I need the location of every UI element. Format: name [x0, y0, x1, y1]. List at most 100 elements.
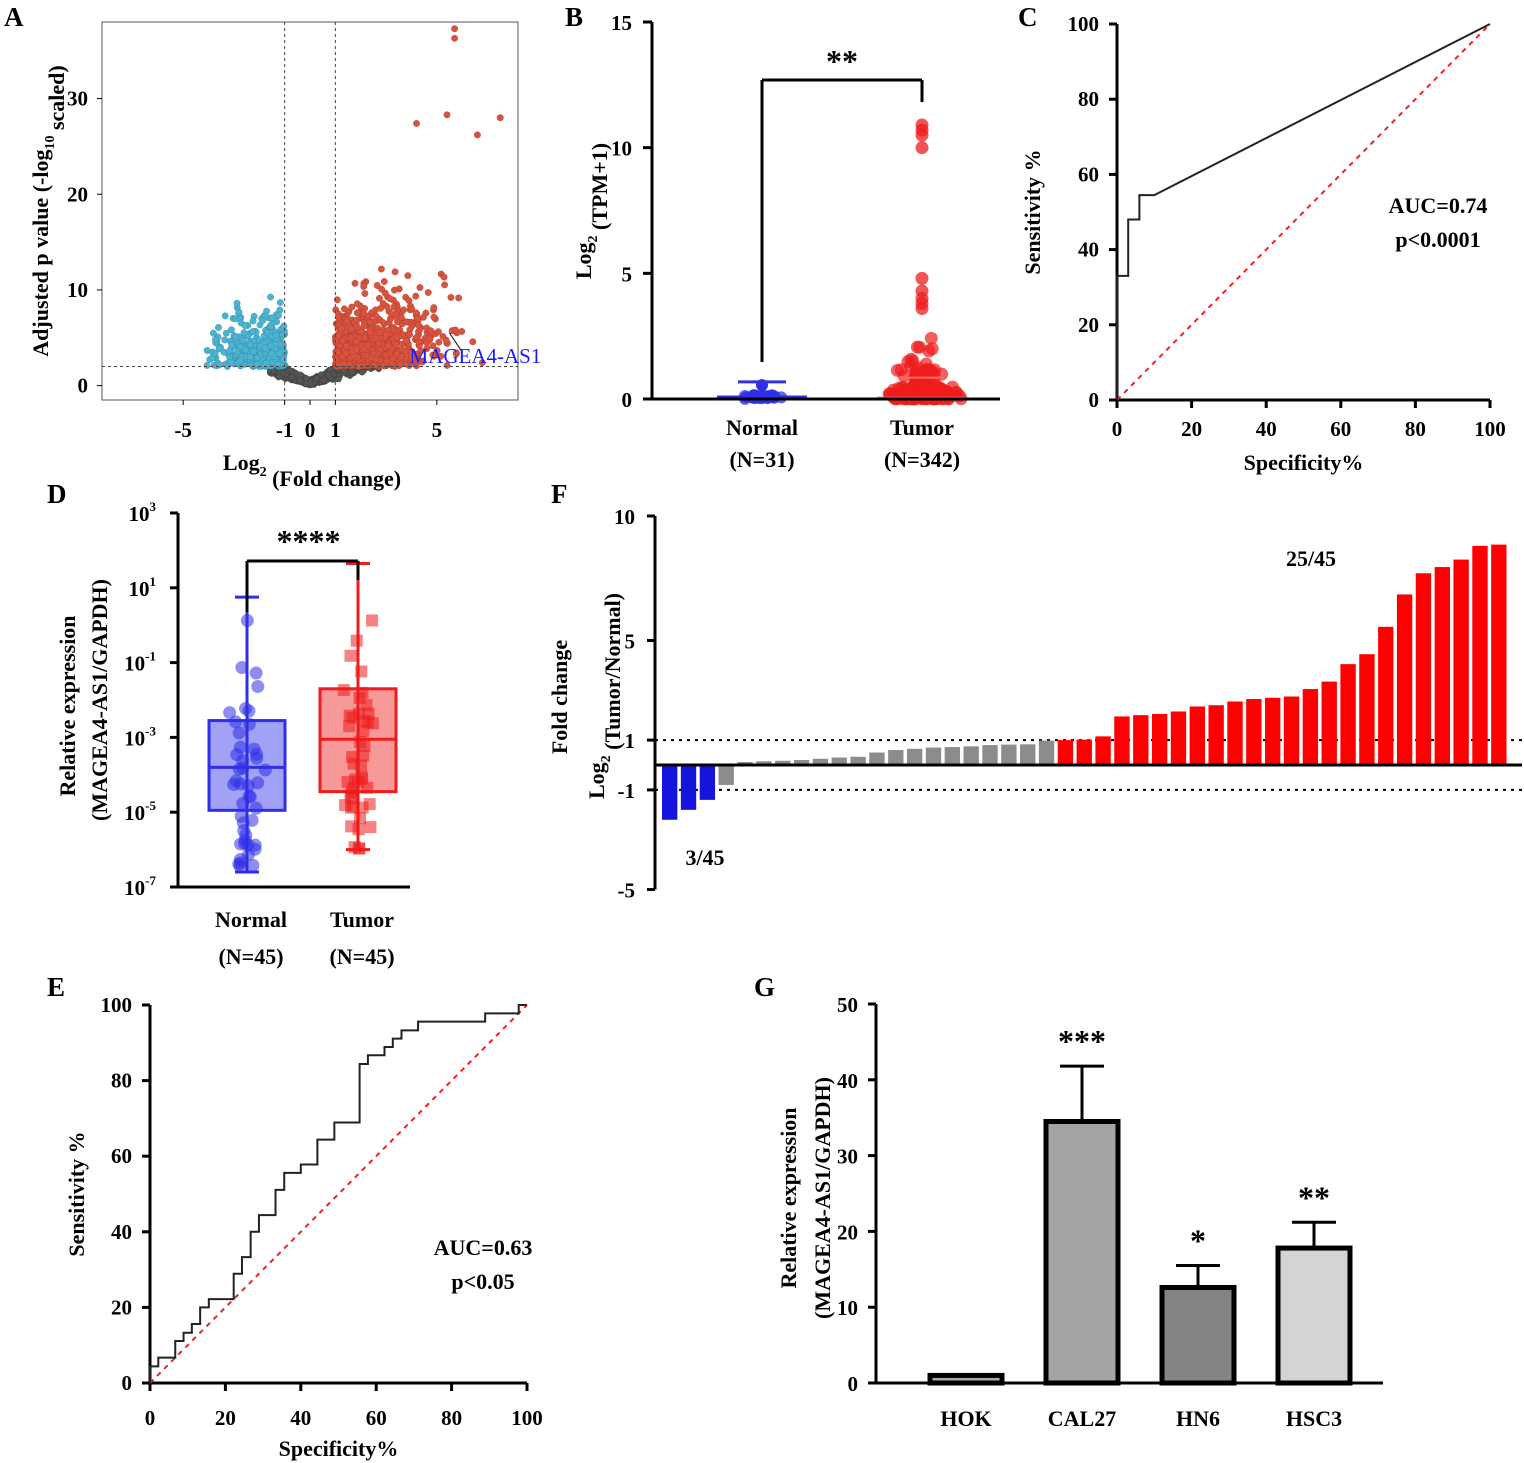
waterfall-bar — [1133, 715, 1149, 765]
waterfall-bar — [831, 757, 847, 765]
volcano-point-down — [232, 333, 239, 341]
volcano-point-up — [372, 312, 380, 320]
waterfall-bar — [1265, 697, 1281, 765]
volcano-point-ns — [325, 372, 332, 379]
y-tick-label: 1 — [625, 729, 636, 753]
y-axis-label-line2: (MAGEA4-AS1/GAPDH) — [87, 579, 112, 821]
down-count-label: 3/45 — [685, 845, 724, 870]
volcano-point-up — [338, 325, 346, 332]
y-tick-label: 15 — [611, 11, 632, 35]
volcano-point-down — [279, 356, 287, 364]
volcano-point-up — [386, 315, 394, 323]
category-n-label: (N=45) — [218, 944, 283, 969]
volcano-point-up — [332, 356, 340, 363]
waterfall-bar — [1283, 696, 1300, 765]
volcano-point-ns — [275, 374, 282, 381]
text-span: -1 — [145, 649, 156, 664]
volcano-point-down — [233, 299, 241, 307]
volcano-point-up — [376, 294, 383, 302]
tumor-point — [364, 821, 377, 834]
text-span: scaled) — [44, 65, 69, 135]
waterfall-bar — [680, 765, 697, 810]
waterfall-bar — [1208, 705, 1224, 765]
waterfall-bar — [944, 747, 961, 765]
volcano-point-up — [478, 359, 486, 367]
panel-letter: D — [47, 479, 67, 509]
volcano-point-up — [397, 360, 405, 368]
text-span: (Tumor/Normal) — [600, 593, 625, 755]
category-label: Normal — [215, 907, 287, 932]
normal-point — [232, 762, 246, 776]
tumor-point — [356, 772, 369, 785]
tumor-point — [366, 717, 379, 730]
volcano-point-down — [216, 361, 223, 369]
volcano-point-up — [451, 25, 458, 33]
waterfall-bar — [1227, 701, 1243, 765]
normal-point — [251, 680, 265, 694]
waterfall-bar — [869, 752, 885, 765]
waterfall-bar — [1095, 736, 1111, 765]
volcano-point-ns — [313, 375, 320, 382]
normal-point — [242, 717, 256, 731]
significance-label: ** — [1298, 1179, 1330, 1215]
significance-label: * — [1190, 1223, 1206, 1259]
volcano-point-up — [392, 341, 400, 349]
p-value-label: p<0.05 — [451, 1269, 514, 1294]
tumor-point — [924, 331, 938, 345]
tumor-point — [925, 342, 939, 356]
tumor-point — [915, 128, 929, 142]
waterfall-bar — [1057, 740, 1074, 765]
text-span: 10 — [124, 726, 145, 750]
waterfall-bar — [699, 765, 716, 800]
volcano-point-up — [412, 292, 420, 300]
text-span: 2 — [586, 235, 601, 242]
x-tick-label: 40 — [290, 1406, 311, 1430]
y-tick-label: 80 — [1078, 87, 1099, 111]
volcano-point-down — [242, 346, 249, 354]
y-tick-label: -5 — [618, 879, 636, 903]
y-tick-label: 60 — [1078, 162, 1099, 186]
volcano-point-up — [424, 289, 432, 296]
normal-point — [232, 857, 246, 871]
volcano-point-up — [440, 273, 448, 281]
text-span: 10 — [129, 502, 150, 526]
tumor-point — [915, 271, 929, 285]
tumor-point — [358, 740, 371, 753]
volcano-point-up — [343, 317, 351, 324]
volcano-point-ns — [303, 375, 310, 382]
volcano-point-up — [387, 310, 395, 317]
text-span: Adjusted p value (-log — [28, 150, 53, 357]
waterfall-bar — [1038, 740, 1055, 765]
y-tick-label: 103 — [129, 499, 157, 526]
panel-c-roc: 0 20 40 60 80 100 0 20 40 60 80 100 AUC=0.74 p<0.0001… — [1018, 2, 1506, 475]
x-tick-label: 60 — [1330, 417, 1351, 441]
x-tick-label: 80 — [441, 1406, 462, 1430]
y-tick-label: 60 — [111, 1144, 132, 1168]
tumor-point — [949, 386, 963, 400]
category-n-label: (N=31) — [729, 447, 794, 472]
waterfall-bar — [1415, 573, 1432, 765]
waterfall-bar — [1189, 706, 1205, 765]
waterfall-bar — [850, 756, 866, 765]
normal-point — [229, 774, 243, 788]
volcano-point-down — [262, 359, 270, 367]
volcano-point-up — [389, 354, 397, 362]
tumor-point — [915, 141, 929, 155]
y-tick-label: 100 — [101, 993, 133, 1017]
y-tick-label: 30 — [837, 1145, 858, 1169]
waterfall-bar — [718, 765, 734, 785]
panel-e-roc: 0 20 40 60 80 100 0 20 40 60 80 100 AUC=0.63 p<0.05 Sp… — [47, 972, 543, 1461]
waterfall-bar — [963, 746, 979, 765]
volcano-point-down — [267, 293, 274, 301]
tumor-point — [348, 841, 361, 854]
volcano-point-up — [386, 295, 394, 303]
volcano-point-down — [235, 308, 243, 316]
category-n-label: (N=342) — [884, 447, 960, 472]
volcano-point-up — [379, 318, 387, 326]
volcano-point-down — [240, 329, 248, 336]
normal-point — [258, 763, 272, 777]
y-tick-label: 20 — [111, 1295, 132, 1319]
volcano-point-up — [437, 352, 445, 360]
text-span: 10 — [129, 577, 150, 601]
